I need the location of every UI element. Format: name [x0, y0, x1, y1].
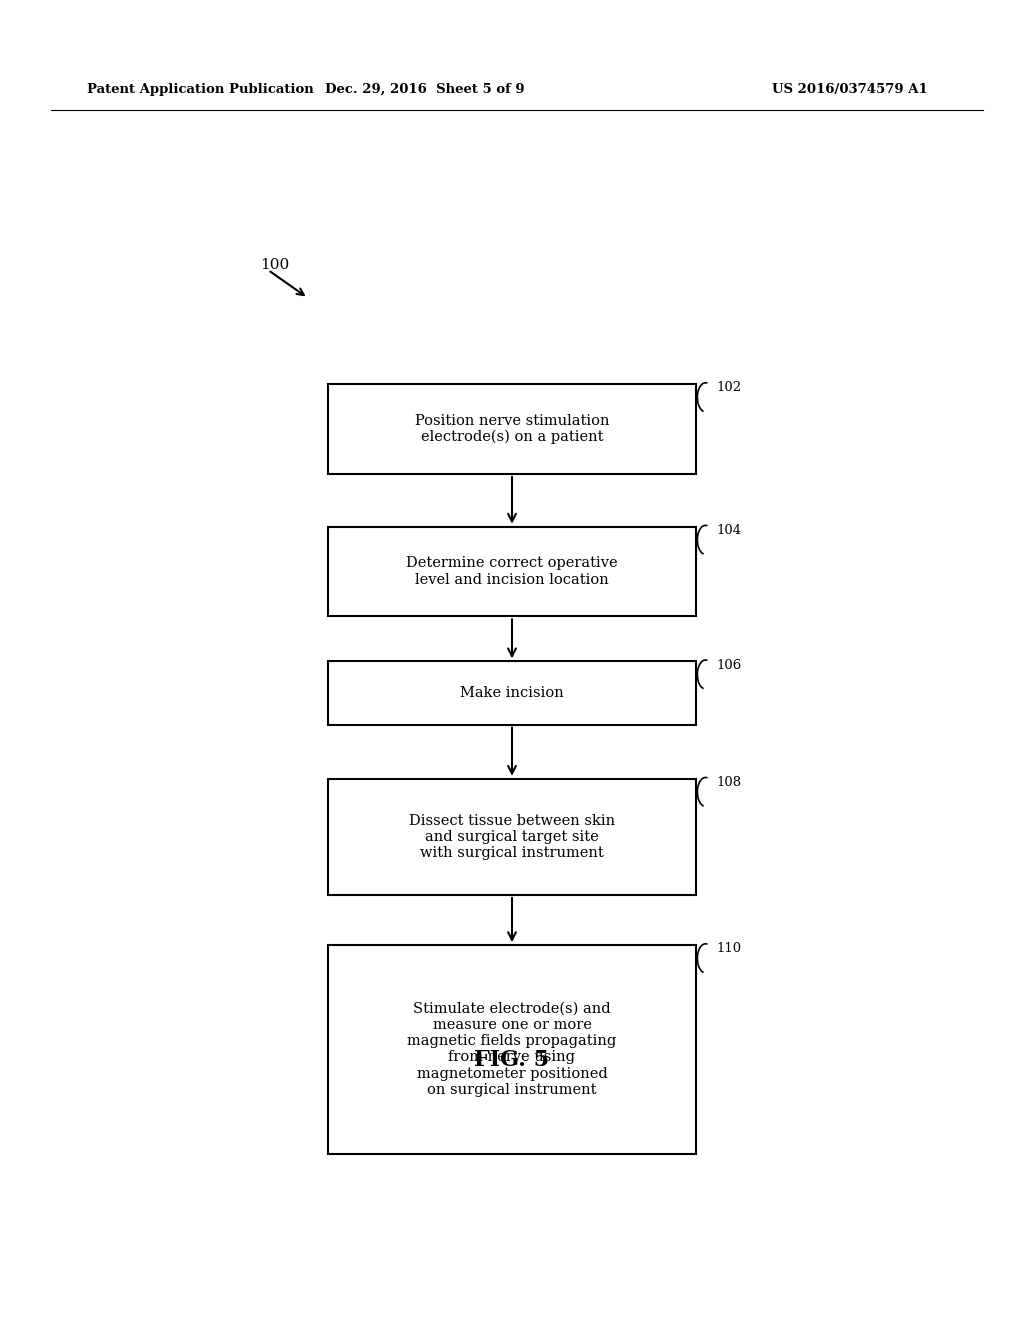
Text: FIG. 5: FIG. 5 — [474, 1049, 550, 1071]
Text: Patent Application Publication: Patent Application Publication — [87, 83, 313, 96]
Text: Make incision: Make incision — [460, 686, 564, 700]
FancyBboxPatch shape — [328, 779, 696, 895]
Text: 102: 102 — [717, 381, 742, 395]
FancyBboxPatch shape — [328, 527, 696, 616]
Text: 110: 110 — [717, 942, 742, 956]
FancyBboxPatch shape — [328, 661, 696, 725]
Text: Dissect tissue between skin
and surgical target site
with surgical instrument: Dissect tissue between skin and surgical… — [409, 813, 615, 861]
Text: US 2016/0374579 A1: US 2016/0374579 A1 — [772, 83, 928, 96]
Text: Dec. 29, 2016  Sheet 5 of 9: Dec. 29, 2016 Sheet 5 of 9 — [326, 83, 524, 96]
Text: 100: 100 — [260, 257, 289, 272]
FancyBboxPatch shape — [328, 384, 696, 474]
Text: Stimulate electrode(s) and
measure one or more
magnetic fields propagating
from : Stimulate electrode(s) and measure one o… — [408, 1002, 616, 1097]
FancyBboxPatch shape — [328, 945, 696, 1154]
Text: 108: 108 — [717, 776, 742, 789]
Text: 104: 104 — [717, 524, 742, 537]
Text: 106: 106 — [717, 659, 742, 672]
Text: Determine correct operative
level and incision location: Determine correct operative level and in… — [407, 557, 617, 586]
Text: Position nerve stimulation
electrode(s) on a patient: Position nerve stimulation electrode(s) … — [415, 413, 609, 445]
